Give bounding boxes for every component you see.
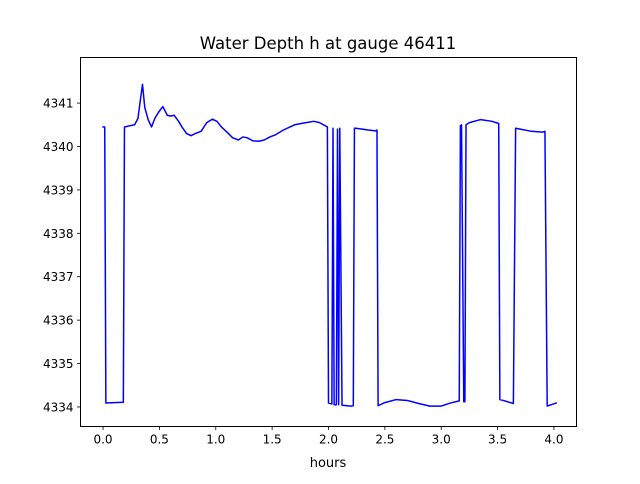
y-tick-label: 4336 [43,314,74,328]
y-axis-ticks: 4334 4335 4336 4337 4338 4339 4340 4341 [43,97,81,414]
x-tick-label: 2.0 [319,433,338,447]
y-tick-label: 4338 [43,227,74,241]
y-tick-label: 4334 [43,400,74,414]
x-tick-label: 2.5 [375,433,394,447]
y-tick-label: 4335 [43,357,74,371]
x-tick-label: 0.5 [150,433,169,447]
chart-title: Water Depth h at gauge 46411 [200,34,456,53]
plot-area [102,83,558,407]
y-tick-label: 4337 [43,270,74,284]
y-tick-label: 4339 [43,183,74,197]
x-tick-label: 3.0 [432,433,451,447]
y-tick-label: 4340 [43,140,74,154]
axes-frame [80,57,577,427]
x-tick-label: 1.5 [263,433,282,447]
data-series-line-0 [102,83,558,407]
x-tick-label: 3.5 [488,433,507,447]
x-tick-label: 4.0 [544,433,563,447]
x-axis-label: hours [310,456,347,471]
x-tick-label: 0.0 [93,433,112,447]
x-axis-ticks: 0.0 0.5 1.0 1.5 2.0 2.5 3.0 3.5 4.0 [93,426,564,447]
x-tick-label: 1.0 [206,433,225,447]
y-tick-label: 4341 [43,97,74,111]
